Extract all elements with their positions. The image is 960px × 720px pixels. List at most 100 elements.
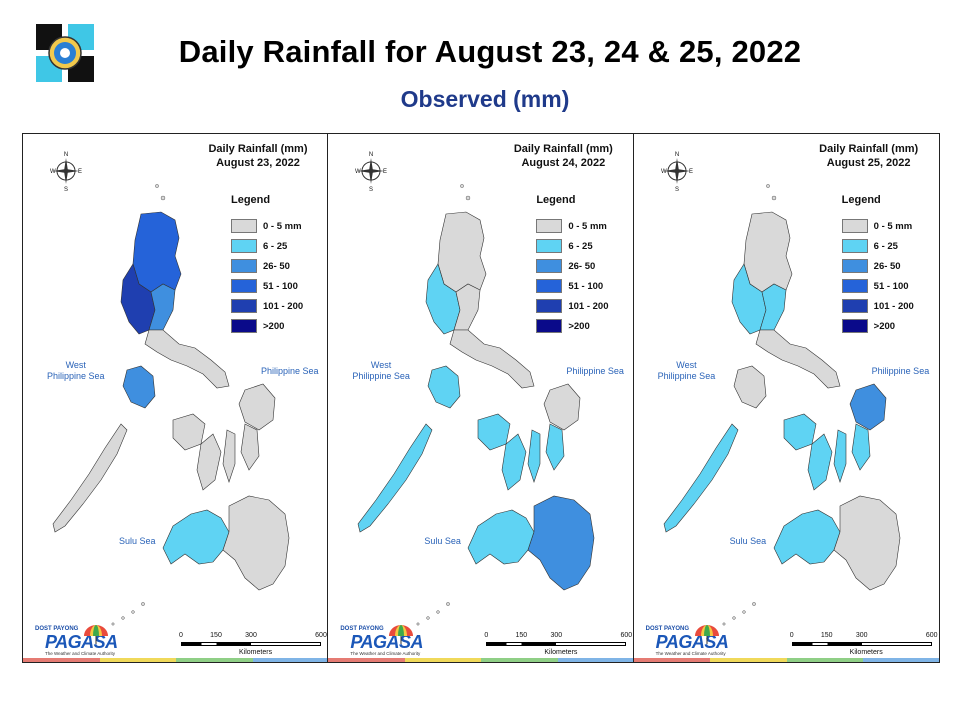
page-title: Daily Rainfall for August 23, 24 & 25, 2…: [178, 34, 802, 69]
island-dot: [732, 616, 736, 620]
island-dot: [426, 616, 430, 620]
sea-label-west-philippine: West Philippine Sea: [352, 360, 410, 381]
legend-item: >200: [231, 316, 303, 336]
scale-bar-graphic: [181, 642, 321, 646]
compass-s: S: [369, 187, 373, 192]
sea-label-philippine: Philippine Sea: [871, 366, 930, 376]
sea-label-west-philippine: West Philippine Sea: [657, 360, 716, 381]
legend-swatch: [841, 319, 868, 333]
sea-label-philippine: Philippine Sea: [261, 366, 319, 376]
legend-label: 0 - 5 mm: [263, 220, 302, 232]
legend-swatch: [231, 319, 257, 333]
scale-tick: 150: [210, 632, 222, 639]
legend-swatch: [231, 239, 257, 253]
pagasa-small-text: DOST PAYONG: [645, 626, 689, 632]
island-dot: [436, 610, 440, 614]
legend-swatch: [536, 299, 563, 313]
compass-s: S: [675, 187, 679, 192]
pagasa-wordmark: PAGASA: [350, 632, 424, 652]
region-luzon-south: [755, 329, 841, 389]
sea-label-sulu: Sulu Sea: [119, 536, 156, 546]
region-luzon-south: [144, 329, 230, 389]
scale-tick: 150: [515, 632, 528, 639]
legend-label: 26- 50: [568, 260, 596, 272]
legend-label: 6 - 25: [568, 240, 593, 252]
philippines-map: [52, 184, 290, 626]
region-visayas-negros: [502, 433, 527, 491]
region-mindoro: [428, 365, 461, 409]
legend-swatch: [841, 239, 868, 253]
scale-bar-graphic: [791, 642, 932, 646]
legend-swatch: [841, 279, 868, 293]
panel-title: Daily Rainfall (mm) August 23, 2022: [193, 142, 323, 170]
legend: 0 - 5 mm 6 - 25 26- 50 51 - 100 101 - 200 >20…: [841, 216, 914, 336]
legend: 0 - 5 mm 6 - 25 26- 50 51 - 100 101 - 200 >20…: [231, 216, 303, 336]
philippines-map: [663, 184, 900, 626]
scale-bar: 0 150 300 600 Kilometers: [173, 630, 327, 660]
region-visayas-leyte: [851, 423, 870, 471]
legend-item: 0 - 5 mm: [841, 216, 914, 236]
region-mindanao-east: [833, 495, 900, 591]
panel-title-date: August 25, 2022: [826, 157, 911, 169]
region-palawan: [663, 423, 739, 533]
scale-tick: 0: [484, 632, 489, 639]
compass-s: S: [64, 187, 68, 192]
legend-swatch: [536, 239, 563, 253]
sea-label-west-philippine: West Philippine Sea: [47, 360, 105, 381]
legend-label: 6 - 25: [873, 240, 898, 252]
sea-label-sulu: Sulu Sea: [729, 536, 767, 546]
scale-bar-graphic: [486, 642, 627, 646]
island-dot: [141, 602, 145, 606]
scale-unit: Kilometers: [849, 649, 883, 656]
legend-item: 51 - 100: [536, 276, 608, 296]
legend-title: Legend: [231, 194, 271, 206]
legend-item: 6 - 25: [536, 236, 608, 256]
legend-swatch: [231, 219, 257, 233]
island-dot: [742, 610, 746, 614]
scale-tick: 300: [245, 632, 257, 639]
page-subtitle: Observed (mm): [400, 86, 570, 112]
island-dot: [466, 195, 471, 201]
legend-label: >200: [873, 320, 896, 332]
legend-item: 6 - 25: [231, 236, 303, 256]
sea-label-philippine: Philippine Sea: [566, 366, 624, 376]
region-visayas-cebu: [833, 429, 846, 483]
legend-label: 0 - 5 mm: [873, 220, 913, 232]
legend-swatch: [841, 259, 868, 273]
legend-swatch: [536, 259, 563, 273]
region-visayas-panay: [783, 413, 816, 451]
sea-label-sulu: Sulu Sea: [424, 536, 461, 546]
island-dot: [155, 184, 159, 188]
pagasa-seal-logo: [32, 20, 98, 86]
scale-tick: 0: [789, 632, 794, 639]
compass-w: W: [355, 169, 361, 175]
scale-tick: 600: [925, 632, 938, 639]
scale-bar: 0 150 300 600 Kilometers: [478, 630, 632, 660]
region-visayas-cebu: [222, 429, 236, 483]
panel-title: Daily Rainfall (mm) August 24, 2022: [498, 142, 628, 170]
scale-tick: 300: [550, 632, 563, 639]
pagasa-tagline: The Weather and Climate Authority: [655, 651, 726, 656]
region-luzon-central: [759, 283, 786, 331]
region-luzon-north: [743, 211, 792, 293]
compass-e: E: [689, 169, 693, 175]
scale-unit: Kilometers: [544, 649, 578, 656]
panel-title-line1: Daily Rainfall (mm): [208, 143, 308, 155]
rainfall-map-panel-3: N S W E Daily Rainfall (mm) August 25, 2…: [633, 134, 939, 662]
region-visayas-leyte: [240, 423, 260, 471]
legend-swatch: [536, 219, 563, 233]
legend-label: 101 - 200: [873, 300, 914, 312]
island-dot: [131, 610, 135, 614]
region-visayas-leyte: [546, 423, 565, 471]
legend-item: 6 - 25: [841, 236, 914, 256]
legend-item: 101 - 200: [536, 296, 608, 316]
island-dot: [751, 602, 756, 606]
legend-label: >200: [568, 320, 590, 332]
region-visayas-negros: [807, 433, 832, 491]
legend-item: 26- 50: [841, 256, 914, 276]
island-dot: [446, 602, 451, 606]
color-strip: [328, 658, 633, 662]
legend-swatch: [841, 219, 868, 233]
scale-bar: 0 150 300 600 Kilometers: [784, 630, 938, 660]
legend-item: >200: [536, 316, 608, 336]
